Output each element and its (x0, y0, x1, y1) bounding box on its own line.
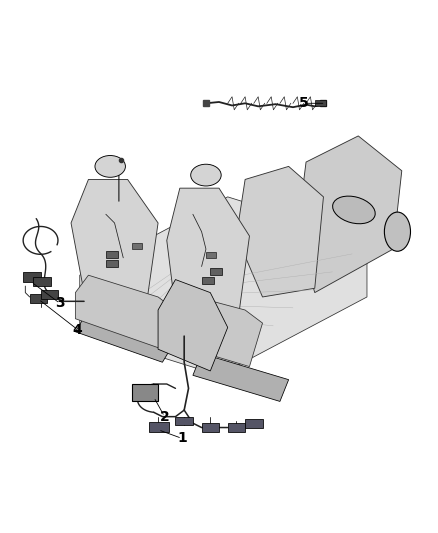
Polygon shape (167, 188, 250, 332)
Bar (132, 243, 142, 249)
Bar (201, 423, 219, 432)
Bar (132, 384, 158, 401)
Bar (245, 419, 262, 427)
Bar (315, 100, 325, 107)
Bar (176, 417, 193, 425)
Text: 3: 3 (55, 296, 65, 311)
Text: 1: 1 (177, 431, 187, 446)
Polygon shape (162, 293, 262, 367)
Bar (206, 252, 216, 258)
Ellipse shape (385, 212, 410, 251)
Polygon shape (237, 166, 323, 297)
Polygon shape (80, 197, 367, 375)
Bar (33, 277, 51, 286)
Bar (41, 289, 58, 299)
Ellipse shape (95, 156, 125, 177)
Ellipse shape (191, 164, 221, 186)
Text: 4: 4 (73, 322, 82, 337)
Polygon shape (75, 310, 176, 362)
Bar (201, 277, 214, 284)
Ellipse shape (332, 196, 375, 224)
Polygon shape (158, 279, 228, 371)
Bar (228, 423, 245, 432)
Bar (23, 272, 42, 282)
Bar (210, 268, 223, 275)
Text: 5: 5 (299, 96, 309, 110)
Bar (30, 294, 47, 303)
Polygon shape (71, 180, 158, 314)
Polygon shape (297, 136, 402, 293)
Bar (149, 422, 169, 432)
Polygon shape (75, 275, 176, 349)
Bar (106, 260, 118, 266)
Polygon shape (193, 353, 289, 401)
Bar (106, 251, 118, 258)
Text: 2: 2 (160, 410, 170, 424)
